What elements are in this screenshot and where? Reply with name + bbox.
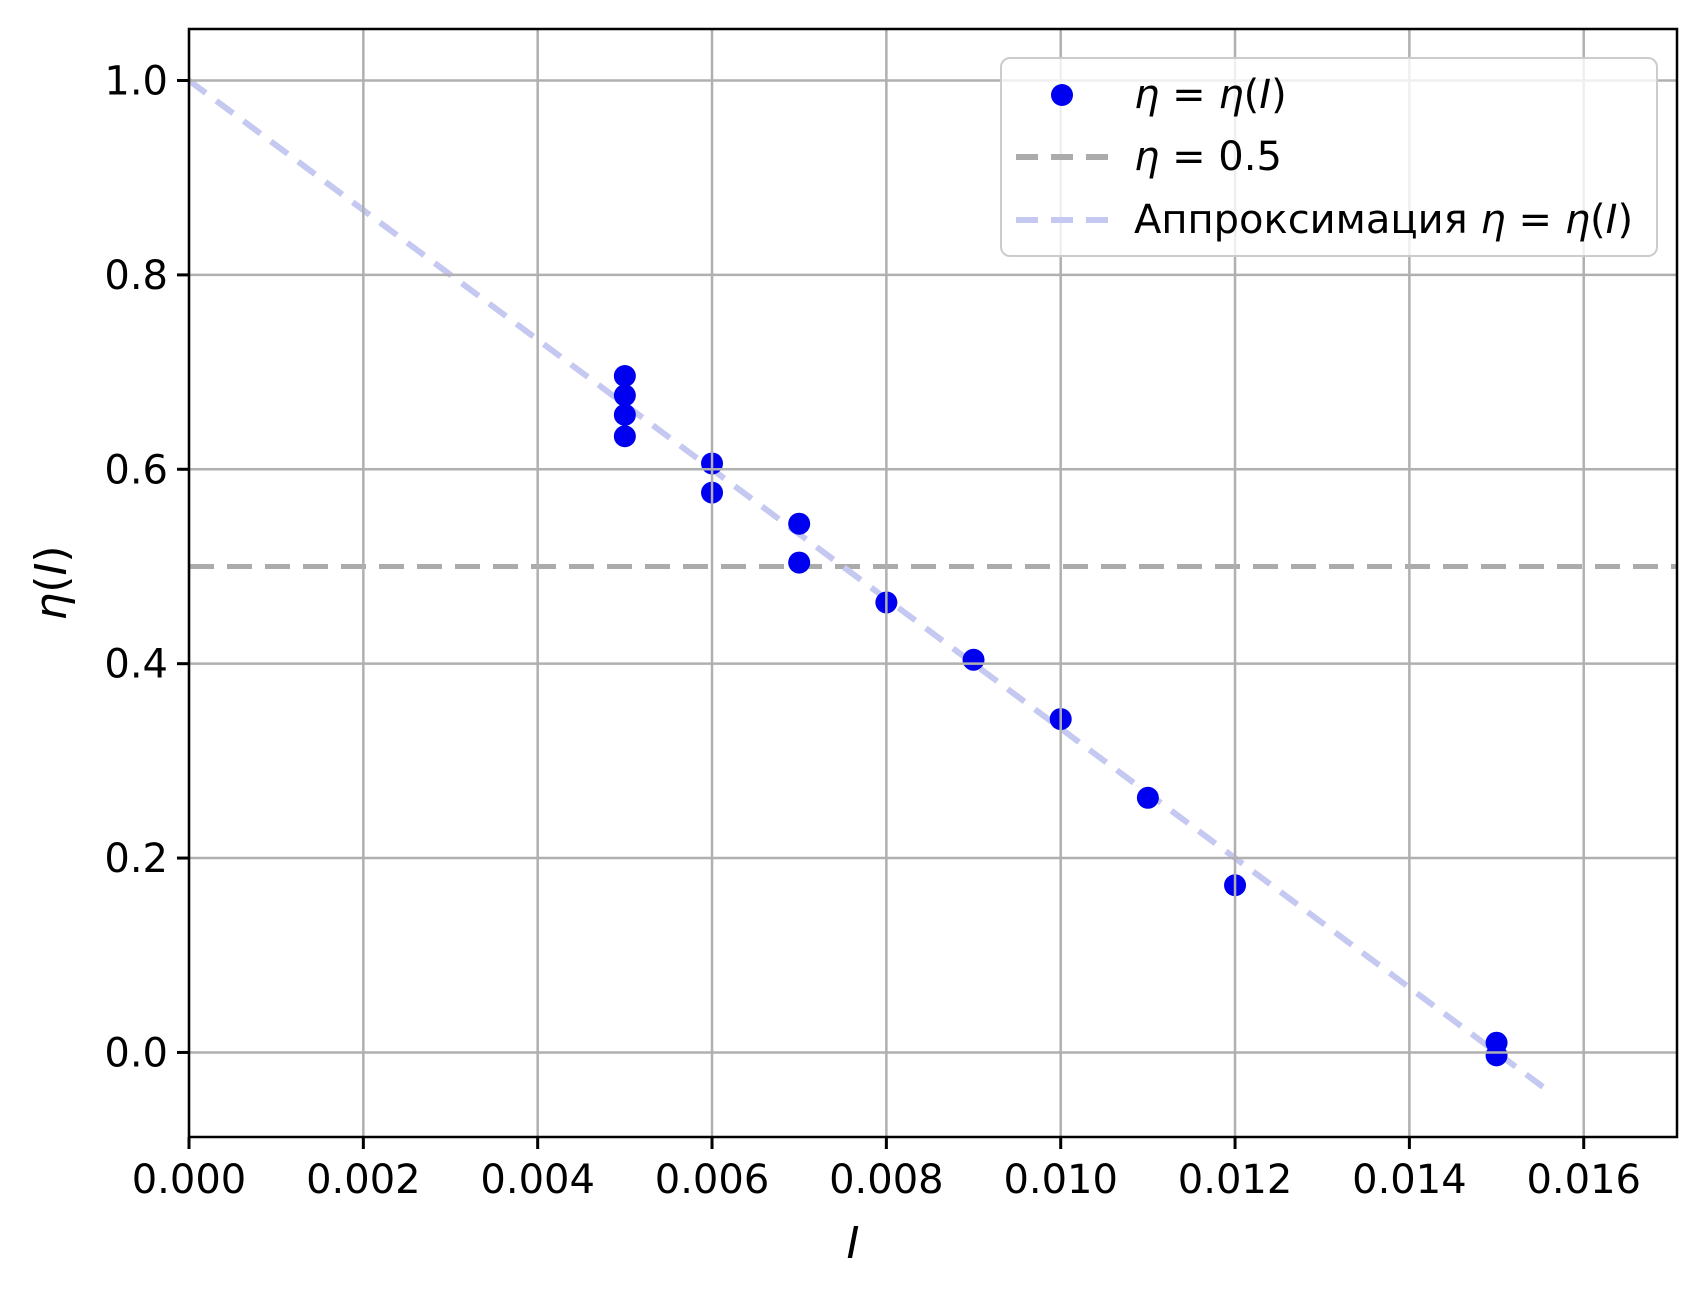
data-point <box>613 425 636 448</box>
legend-dash-marker-icon <box>1016 208 1108 232</box>
label-text: η <box>1564 196 1591 243</box>
dot-icon <box>1051 83 1073 106</box>
legend-dot-marker-icon <box>1016 83 1108 107</box>
data-point <box>613 403 636 426</box>
data-point <box>788 512 811 535</box>
label-text: I <box>26 562 77 576</box>
label-text: η <box>26 592 77 621</box>
x-tick-label: 0.004 <box>480 1157 595 1203</box>
label-text: ) <box>26 545 77 563</box>
legend: η = η(I) η = 0.5 Аппроксимация η = η(I) <box>1000 57 1658 257</box>
label-text: ) <box>1617 196 1634 243</box>
label-text: = <box>1159 71 1219 118</box>
legend-dash-marker-icon <box>1016 145 1108 169</box>
y-tick-label: 0.0 <box>104 1030 168 1076</box>
legend-entry: η = 0.5 <box>1002 126 1656 188</box>
legend-label: η = η(I) <box>1134 75 1287 115</box>
data-point <box>788 551 811 574</box>
legend-entry: Аппроксимация η = η(I) <box>1002 189 1656 251</box>
label-text: η <box>1218 71 1244 118</box>
label-text: I <box>1259 71 1272 118</box>
y-tick-label: 0.8 <box>104 253 168 299</box>
label-text: ( <box>1243 71 1260 118</box>
y-tick-label: 0.2 <box>104 836 168 882</box>
y-tick-label: 1.0 <box>104 59 168 105</box>
x-tick-label: 0.014 <box>1352 1157 1467 1203</box>
x-axis-label: I <box>0 1222 1706 1266</box>
legend-entry: η = η(I) <box>1002 64 1656 126</box>
x-tick-label: 0.002 <box>306 1157 421 1203</box>
dashes-icon <box>1016 154 1108 160</box>
label-text: I <box>846 1218 860 1269</box>
plot-border <box>187 27 1679 1139</box>
y-tick-label: 0.4 <box>104 642 168 688</box>
x-tick-label: 0.012 <box>1178 1157 1293 1203</box>
label-text: Аппроксимация <box>1134 196 1481 243</box>
label-text: ( <box>1590 196 1606 243</box>
label-text: I <box>1605 196 1618 243</box>
data-point <box>1136 786 1159 809</box>
y-tick-label: 0.6 <box>104 447 168 493</box>
x-tick-label: 0.016 <box>1526 1157 1641 1203</box>
x-tick-label: 0.010 <box>1003 1157 1118 1203</box>
dashes-icon <box>1016 216 1108 223</box>
label-text: ( <box>26 575 77 593</box>
label-text: η <box>1134 134 1160 180</box>
x-tick-label: 0.000 <box>132 1157 247 1203</box>
label-text: = <box>1505 196 1565 243</box>
x-tick-label: 0.008 <box>829 1157 944 1203</box>
data-point <box>1485 1044 1508 1067</box>
label-text: η <box>1480 196 1506 243</box>
label-text: η <box>1134 71 1160 118</box>
legend-label: η = 0.5 <box>1134 137 1282 177</box>
y-axis-label: η(I) <box>26 545 77 620</box>
data-point <box>962 648 985 671</box>
data-point <box>613 384 636 407</box>
label-text: = 0.5 <box>1159 134 1282 180</box>
data-point <box>613 364 636 387</box>
label-text: ) <box>1271 71 1287 118</box>
x-tick-label: 0.006 <box>655 1157 770 1203</box>
legend-label: Аппроксимация η = η(I) <box>1134 200 1633 240</box>
fit-line <box>187 78 1546 1090</box>
